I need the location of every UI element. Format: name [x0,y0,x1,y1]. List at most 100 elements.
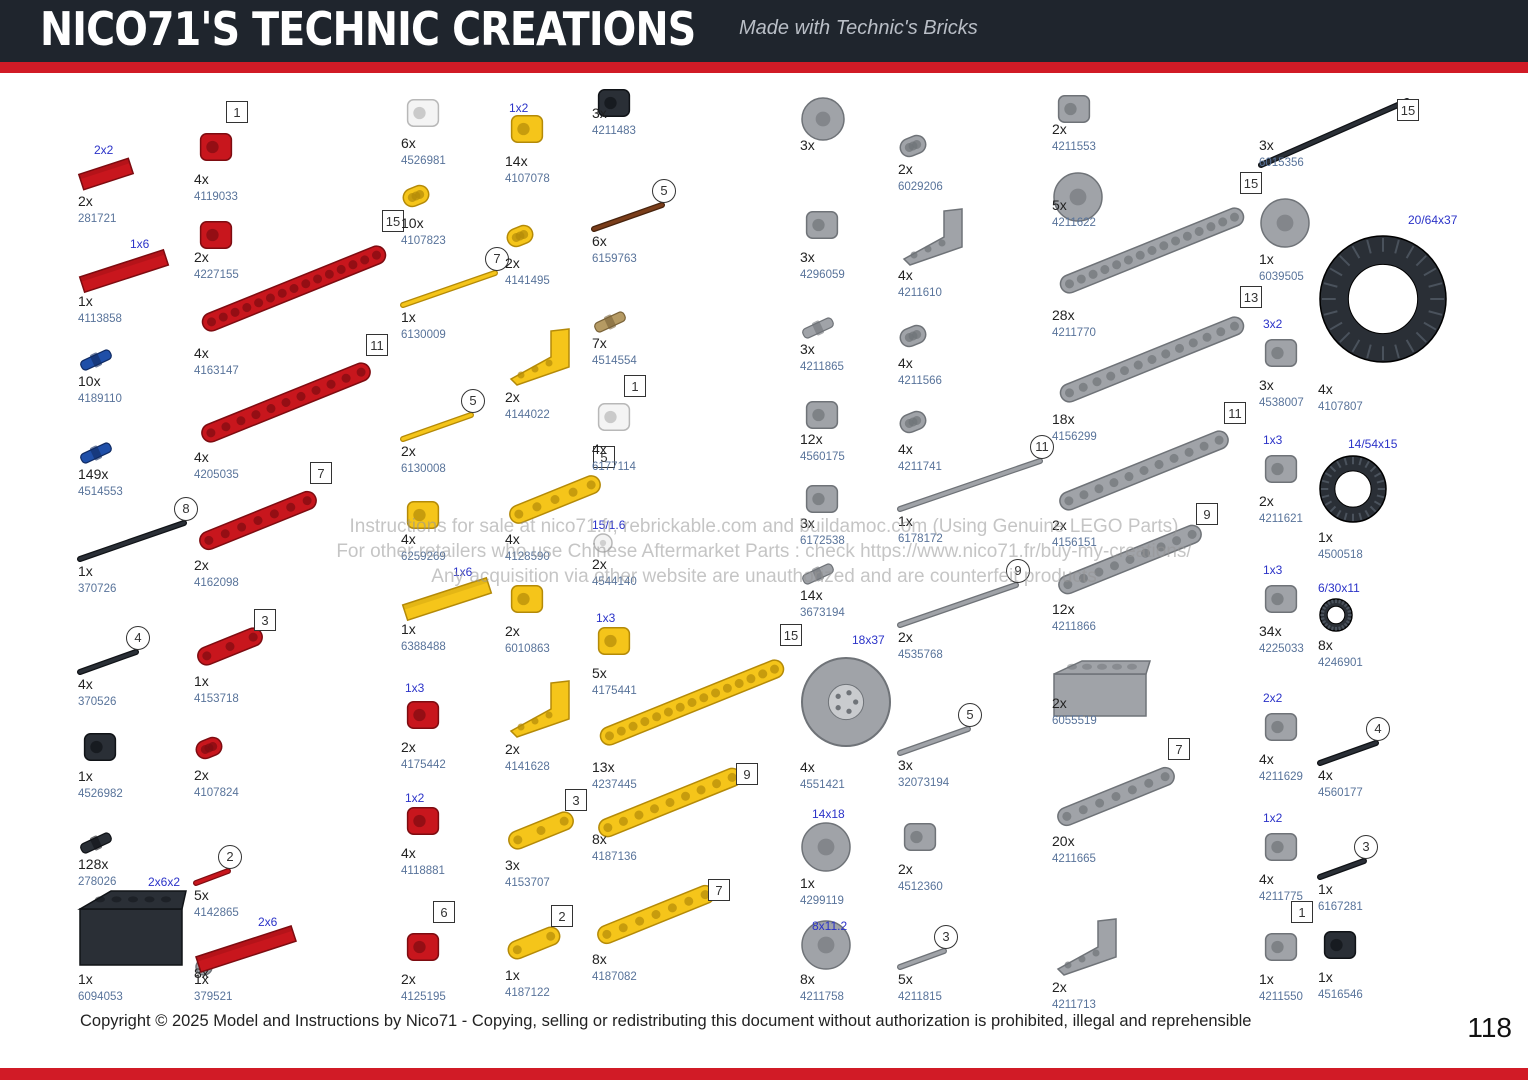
part-quantity: 12x [1052,601,1075,617]
part-entry: 8 1x 370726 [77,455,198,595]
part-entry: 3x2 3x 4538007 [1259,301,1357,409]
part-entry: 1x 4526982 [78,725,176,800]
part-quantity: 2x [194,557,209,573]
part-quantity: 128x [78,856,109,872]
part-quantity: 1x [1259,251,1274,267]
part-quantity: 1x [194,971,209,987]
header-bar [0,0,1528,62]
length-badge: 2 [551,905,573,927]
part-element-id: 4141495 [505,275,550,287]
part-entry: 10x 4189110 [78,335,176,405]
part-entry: 7 2x 4162098 [194,461,332,589]
part-dimension: 1x2 [509,101,529,115]
part-element-id: 4211866 [1052,621,1096,633]
watermark-line-2: For other retailers who use Chinese Afte… [336,541,1192,562]
part-element-id: 4175441 [592,685,637,697]
part-entry: 1 4x 6177114 [592,375,690,473]
part-entry: 14x 3673194 [800,553,898,619]
part-element-id: 6015356 [1259,157,1304,169]
part-element-id: 4153707 [505,877,550,889]
brand-subtitle: Made with Technic's Bricks [739,17,978,39]
part-entry: 20/64x37 4x 4107807 [1318,213,1457,413]
part-entry: 3x [800,89,898,169]
part-entry: 1x3 2x 4175442 [401,681,499,771]
part-entry: 9 8x 4187136 [592,763,758,863]
part-entry: 2x2 2x 281721 [77,135,176,225]
part-quantity: 1x [78,971,93,987]
part-element-id: 6039505 [1259,271,1304,283]
part-quantity: 1x [1318,969,1333,985]
part-element-id: 4514554 [592,355,637,367]
page-number: 118 [1467,1012,1512,1043]
part-entry: 6 2x 4125195 [401,893,499,1003]
part-element-id: 4189110 [78,393,122,405]
part-entry: 1x 4516546 [1318,913,1416,1001]
part-element-id: 4205035 [194,469,239,481]
length-badge: 1 [1291,901,1313,923]
part-quantity: 1x [1259,971,1274,987]
part-element-id: 4141628 [505,761,550,773]
length-badge: 2 [218,845,242,869]
part-entry: 5 6x 6159763 [591,169,690,265]
footer-accent-stripe [0,1068,1528,1080]
part-quantity: 3x [800,341,815,357]
part-element-id: 4560175 [800,451,845,463]
length-badge: 5 [593,446,615,468]
part-quantity: 4x [898,267,913,283]
part-entry: 1x 6039505 [1259,187,1357,283]
part-entry: 2x 4211553 [1052,87,1150,153]
part-entry: 11 4x 4205035 [194,331,388,481]
length-badge: 5 [461,389,485,413]
part-dimension: 3x2 [1263,317,1283,331]
part-quantity: 4x [898,355,913,371]
part-quantity: 14x [800,587,823,603]
part-entry: 2x 4141495 [505,201,603,287]
part-entry: 3 1x 6167281 [1317,813,1416,913]
part-dimension: 18x37 [852,633,885,647]
part-entry: 14/54x15 1x 4500518 [1318,431,1416,561]
part-entry: 2x 6010863 [505,567,603,655]
part-element-id: 278026 [78,876,117,888]
part-quantity: 2x [1052,121,1067,137]
part-quantity: 3x [898,757,913,773]
part-quantity: 4x [194,345,209,361]
part-element-id: 4211483 [592,125,636,137]
part-entry: 8x11.2 8x 4211758 [800,919,898,1003]
part-entry: 5 2x 6130008 [400,363,499,475]
part-element-id: 4211815 [898,991,942,1003]
part-quantity: 10x [401,215,424,231]
part-entry: 5 4x 4128590 [505,443,615,563]
part-element-id: 6010863 [505,643,550,655]
part-element-id: 4538007 [1259,397,1304,409]
length-badge: 11 [1224,402,1246,424]
part-quantity: 4x [1318,381,1333,397]
part-element-id: 4175442 [401,759,446,771]
part-element-id: 4156299 [1052,431,1097,443]
part-quantity: 4x [505,531,520,547]
part-element-id: 6094053 [78,991,123,1003]
part-entry: 2x 4107824 [194,723,292,799]
part-element-id: 4211566 [898,375,942,387]
part-quantity: 1x [898,513,913,529]
part-element-id: 4162098 [194,577,239,589]
part-quantity: 4x [401,845,416,861]
length-badge: 3 [934,925,958,949]
part-quantity: 8x [592,831,607,847]
part-element-id: 6159763 [592,253,637,265]
part-entry: 2 5x 4142865 [193,827,292,919]
part-dimension: 8x11.2 [812,919,848,933]
part-quantity: 4x [194,449,209,465]
part-quantity: 3x [800,515,815,531]
part-quantity: 6x [401,135,416,151]
part-quantity: 4x [800,759,815,775]
part-quantity: 2x [1052,517,1067,533]
part-entry: 2x 4512360 [898,799,996,893]
part-quantity: 2x [505,389,520,405]
part-quantity: 2x [1052,695,1067,711]
part-entry: 7 1x 6130009 [400,229,509,341]
part-element-id: 4526982 [78,788,123,800]
length-badge: 13 [1240,286,1262,308]
header-accent-stripe [0,62,1528,73]
part-element-id: 4516546 [1318,989,1363,1001]
part-element-id: 4211770 [1052,327,1096,339]
